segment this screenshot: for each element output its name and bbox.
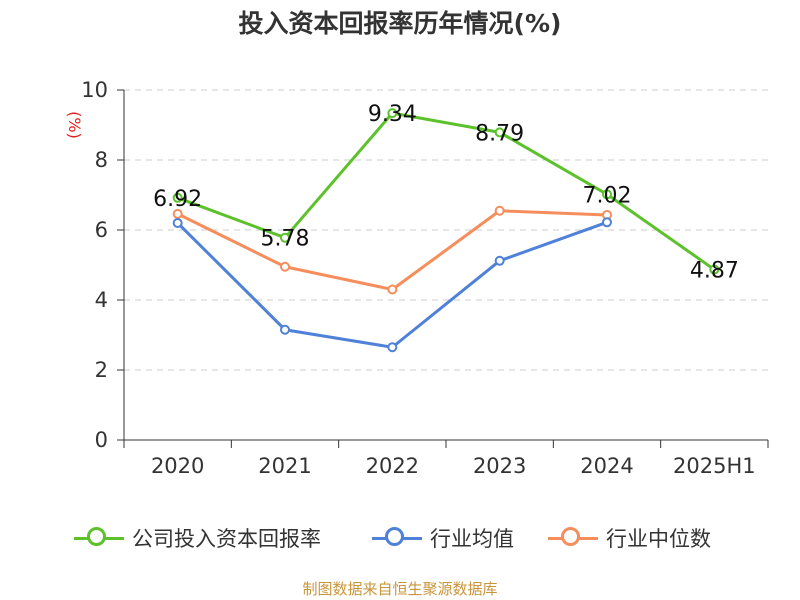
data-point-1 [602,189,612,200]
legend-label: 行业均值 [430,527,514,551]
y-tick-label: 6 [95,218,108,242]
x-tick-label: 2023 [473,454,526,478]
data-label: 4.87 [690,259,739,284]
y-tick-label: 0 [95,428,108,452]
data-point-2 [387,342,398,353]
legend-label: 公司投入资本回报率 [132,527,321,551]
y-tick-label: 2 [95,358,108,382]
data-point-2 [172,218,183,228]
x-tick-label: 2024 [580,454,633,478]
data-point-3 [280,261,290,272]
x-tick-label: 2025H1 [673,454,756,478]
data-point-3 [387,284,398,295]
y-tick-label: 10 [81,78,108,102]
data-label: 9.34 [368,102,417,127]
x-tick-label: 2020 [151,454,204,478]
series-line-1 [177,111,716,271]
data-point-2 [280,324,290,335]
y-tick-label: 8 [95,148,108,172]
x-tick-label: 2021 [258,454,311,478]
legend-item[interactable]: 公司投入资本回报率 [74,518,321,558]
legend-marker-icon [74,523,124,553]
chart-title: 投入资本回报率历年情况(%) [238,9,562,38]
data-point-3 [494,205,505,216]
source-note: 制图数据来自恒生聚源数据库 [302,580,498,598]
data-point-1 [280,232,290,243]
x-tick-label: 2022 [366,454,419,478]
data-point-1 [387,108,398,119]
data-point-1 [709,264,720,275]
legend-marker-icon [548,523,598,553]
chart-legend: 公司投入资本回报率 行业均值 行业中位数 [0,518,800,558]
legend-item[interactable]: 行业中位数 [548,518,711,558]
legend-item[interactable]: 行业均值 [372,518,514,558]
data-label: 7.02 [583,183,632,208]
data-point-1 [494,127,505,138]
legend-label: 行业中位数 [606,527,711,551]
legend-marker-icon [372,523,422,553]
data-point-2 [494,255,505,266]
data-label: 5.78 [261,227,310,252]
y-axis-label: (%) [65,111,84,139]
y-tick-label: 4 [95,288,108,312]
data-label: 8.79 [475,121,524,146]
data-point-2 [602,217,612,228]
data-label: 6.92 [153,187,202,212]
data-point-1 [172,192,183,203]
data-point-3 [172,208,183,219]
